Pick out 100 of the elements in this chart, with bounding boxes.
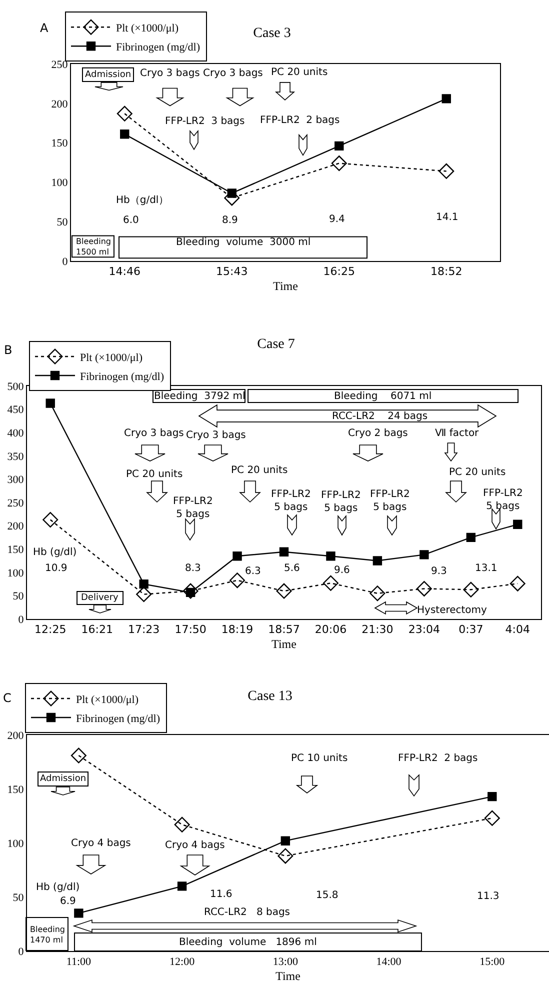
annotation: 10.9 bbox=[45, 563, 68, 574]
annotation: PC 20 units bbox=[126, 469, 183, 480]
annotation: FFP-LR2 5 bags bbox=[321, 490, 361, 514]
x-tick-label: 15:00 bbox=[480, 956, 506, 968]
x-tick-label: 12:25 bbox=[34, 623, 66, 636]
point bbox=[46, 398, 55, 408]
annotation: 14.1 bbox=[436, 212, 458, 223]
annotation: RCC-LR2 8 bags bbox=[204, 907, 290, 918]
point bbox=[182, 583, 198, 599]
annotation: Admission bbox=[85, 70, 132, 80]
annotation: Bleeding 6071 ml bbox=[334, 391, 432, 402]
point bbox=[488, 792, 497, 802]
y-tick-label: 200 bbox=[51, 98, 68, 110]
y-tick-label: 0 bbox=[18, 946, 24, 958]
annotation: 9.4 bbox=[329, 214, 345, 225]
point bbox=[334, 141, 344, 151]
y-tick-label: 50 bbox=[56, 216, 68, 228]
annotation: Bleeding 1470 ml bbox=[30, 925, 66, 944]
y-tick-label: 0 bbox=[62, 256, 68, 268]
point bbox=[513, 520, 522, 529]
annotation: Cryo 3 bags bbox=[203, 68, 263, 79]
y-tick-label: 500 bbox=[7, 380, 24, 393]
annotation: Cryo 4 bags bbox=[71, 838, 131, 849]
y-tick-label: 250 bbox=[7, 497, 24, 510]
point bbox=[232, 551, 242, 561]
annotation: 9.6 bbox=[334, 565, 350, 576]
annotation: Hb（g/dl） bbox=[116, 195, 169, 206]
point bbox=[484, 810, 500, 826]
annotation: Delivery bbox=[81, 593, 120, 603]
legend-label: Fibrinogen (mg/dl) bbox=[76, 712, 160, 725]
annotation: PC 20 units bbox=[231, 465, 288, 476]
x-axis-title: Time bbox=[273, 279, 298, 294]
annotation: 6.0 bbox=[123, 215, 139, 226]
y-tick-label: 100 bbox=[7, 838, 24, 850]
y-tick-label: 150 bbox=[7, 544, 24, 556]
y-tick-label: 150 bbox=[7, 784, 24, 796]
point bbox=[74, 908, 84, 918]
point bbox=[280, 836, 290, 846]
chart-title: Case 7 bbox=[257, 336, 295, 352]
annotation: 13.1 bbox=[475, 563, 498, 574]
x-tick-label: 14:00 bbox=[376, 956, 402, 968]
x-tick-label: 17:23 bbox=[128, 623, 160, 636]
x-tick-label: 13:00 bbox=[272, 956, 298, 968]
y-tick-label: 300 bbox=[7, 474, 24, 486]
y-tick-label: 200 bbox=[7, 730, 24, 742]
x-tick-label: 15:43 bbox=[216, 265, 248, 278]
legend-label: Plt (×1000/μl) bbox=[116, 22, 179, 34]
point bbox=[416, 580, 432, 596]
annotation: FFP-LR2 5 bags bbox=[370, 489, 410, 513]
point bbox=[420, 550, 429, 560]
x-tick-label: 21:30 bbox=[362, 623, 394, 636]
annotation: FFP-LR2 2 bags bbox=[260, 115, 340, 126]
annotation: 15.8 bbox=[316, 890, 338, 901]
point bbox=[177, 882, 187, 891]
point bbox=[438, 163, 454, 179]
y-tick-label: 50 bbox=[12, 590, 24, 603]
annotation: PC 20 units bbox=[449, 467, 506, 478]
annotation: FFP-LR2 5 bags bbox=[483, 488, 523, 512]
annotation: 8.3 bbox=[185, 563, 201, 574]
point bbox=[116, 106, 132, 122]
x-tick-label: 18:19 bbox=[221, 623, 254, 636]
annotation: 8.9 bbox=[222, 215, 238, 226]
y-tick-label: 0 bbox=[18, 614, 24, 626]
annotation: Bleeding 1500 ml bbox=[76, 237, 112, 256]
y-tick-label: 250 bbox=[51, 58, 68, 71]
point bbox=[372, 556, 382, 566]
x-tick-label: 14:46 bbox=[108, 265, 140, 278]
x-tick-label: 17:50 bbox=[174, 623, 206, 636]
annotation: 6.3 bbox=[245, 566, 261, 577]
point bbox=[70, 748, 86, 764]
y-tick-label: 450 bbox=[7, 404, 24, 416]
y-tick-label: 400 bbox=[7, 427, 24, 440]
point bbox=[42, 512, 58, 528]
annotation: 5.6 bbox=[284, 563, 300, 574]
point bbox=[322, 575, 338, 591]
annotation: PC 20 units bbox=[271, 67, 328, 78]
point bbox=[136, 586, 152, 602]
x-tick-label: 11:00 bbox=[66, 956, 92, 968]
text: B bbox=[4, 343, 12, 357]
y-tick-label: 50 bbox=[12, 892, 24, 904]
point bbox=[331, 156, 347, 172]
chart-title: Case 13 bbox=[248, 688, 292, 704]
text: A bbox=[40, 21, 49, 35]
annotation: FFP-LR2 2 bags bbox=[398, 753, 478, 764]
annotation: Bleeding volume 1896 ml bbox=[179, 937, 317, 948]
annotation: Hb (g/dl) bbox=[36, 882, 80, 893]
annotation: Hb (g/dl) bbox=[33, 547, 77, 558]
x-tick-label: 18:57 bbox=[268, 623, 300, 636]
text: C bbox=[3, 691, 12, 705]
annotation: Ⅶ factor bbox=[435, 428, 480, 439]
point bbox=[278, 848, 294, 864]
x-axis-title: Time bbox=[272, 637, 296, 652]
annotation: Bleeding volume 3000 ml bbox=[176, 237, 311, 248]
y-tick-label: 350 bbox=[7, 450, 24, 463]
point bbox=[326, 551, 336, 561]
annotation: Cryo 4 bags bbox=[165, 840, 225, 851]
y-tick-label: 100 bbox=[51, 177, 68, 190]
annotation: FFP-LR2 5 bags bbox=[271, 489, 311, 513]
annotation: 6.9 bbox=[60, 896, 76, 907]
point bbox=[174, 816, 190, 832]
